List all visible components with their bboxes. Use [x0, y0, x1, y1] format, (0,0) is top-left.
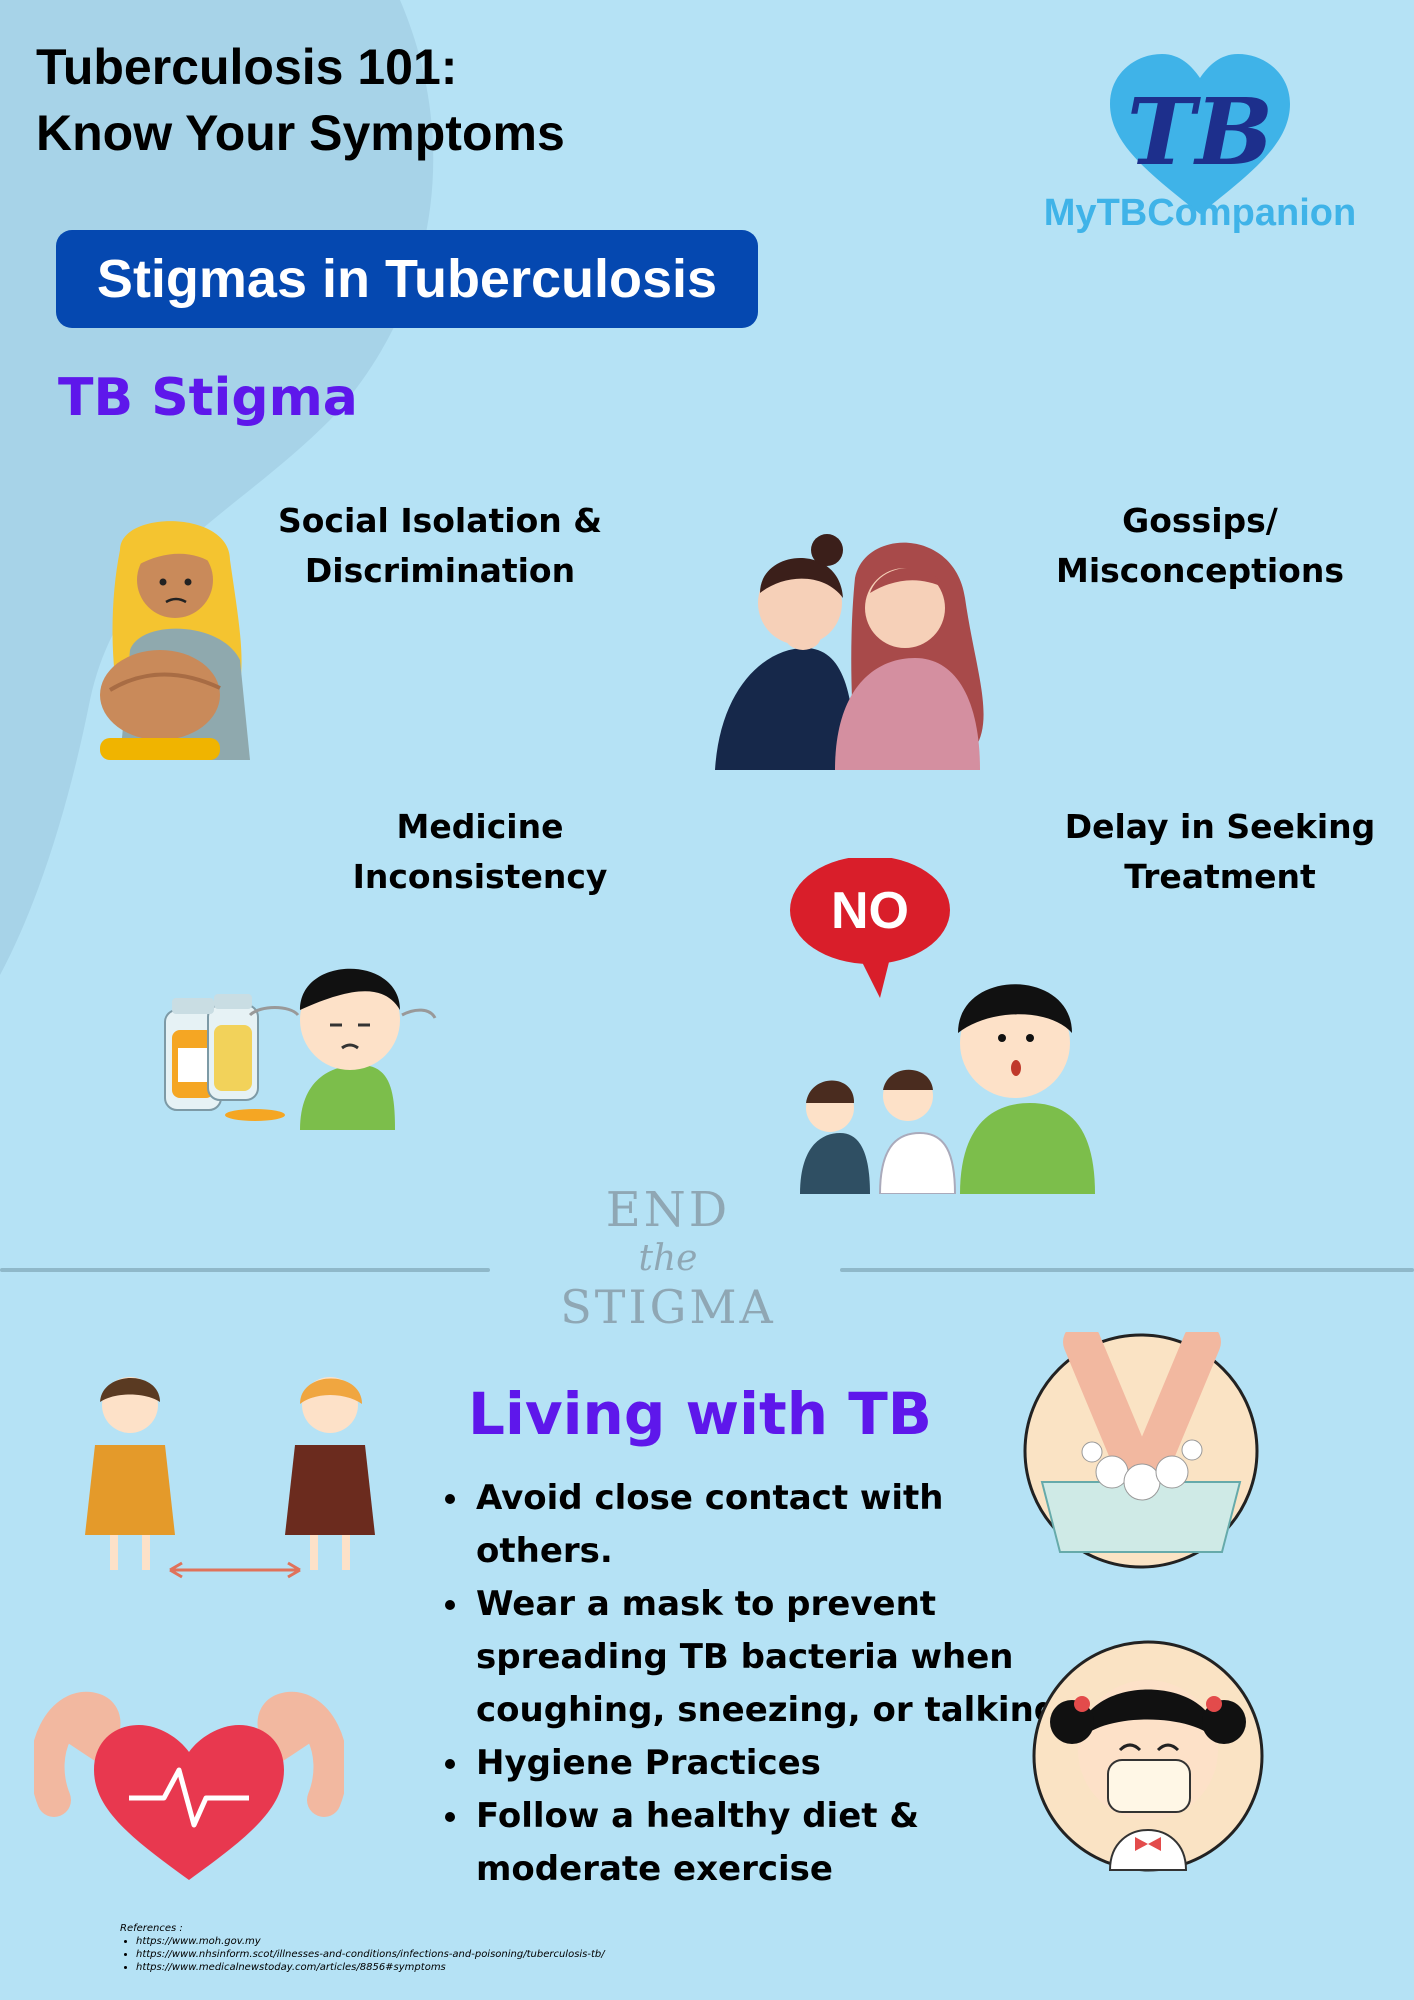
hand-washing-illustration: [1023, 1332, 1259, 1569]
living-with-tb-heading: Living with TB: [468, 1380, 932, 1448]
page-title: Tuberculosis 101: Know Your Symptoms: [36, 34, 565, 166]
stigma-label-isolation: Social Isolation & Discrimination: [277, 501, 603, 590]
references: References : https://www.moh.gov.my http…: [120, 1922, 605, 1974]
references-list: https://www.moh.gov.my https://www.nhsin…: [120, 1935, 605, 1974]
reference-link[interactable]: https://www.nhsinform.scot/illnesses-and…: [136, 1948, 605, 1961]
medicine-boy-illustration: [164, 968, 437, 1130]
healthy-heart-illustration: [34, 1691, 344, 1880]
stigmas-banner: Stigmas in Tuberculosis: [56, 230, 758, 328]
end-the-stigma-watermark: END the STIGMA: [560, 1182, 776, 1334]
stigma-label-medicine: Medicine Inconsistency: [352, 807, 608, 896]
stigma-label-gossips: Gossips/ Misconceptions: [1056, 501, 1344, 590]
tb-stigma-heading: TB Stigma: [58, 368, 358, 428]
no-bubble-text: NO: [831, 882, 909, 940]
tb-heart-logo: TB: [1110, 54, 1290, 214]
living-with-tb-list: Avoid close contact with others. Wear a …: [430, 1472, 1072, 1896]
masked-girl-illustration: [1032, 1640, 1264, 1872]
social-distance-illustration: [85, 1377, 375, 1579]
list-item: Wear a mask to prevent spreading TB bact…: [472, 1578, 1072, 1737]
reference-link[interactable]: https://www.medicalnewstoday.com/article…: [136, 1961, 605, 1974]
gossip-illustration: [715, 534, 984, 770]
page-title-line1: Tuberculosis 101:: [36, 39, 458, 95]
page-title-line2: Know Your Symptoms: [36, 105, 565, 161]
logo-name: MyTBCompanion: [1043, 192, 1357, 234]
sad-girl-illustration: [100, 521, 250, 760]
list-item: Follow a healthy diet & moderate exercis…: [472, 1790, 1072, 1896]
refusing-treatment-illustration: NO: [790, 858, 1095, 1194]
section-divider-left: [0, 1268, 490, 1272]
section-divider-right: [840, 1268, 1414, 1272]
list-item: Avoid close contact with others.: [472, 1472, 1072, 1578]
references-label: References :: [120, 1923, 183, 1934]
stigma-label-delay: Delay in Seeking Treatment: [1064, 807, 1376, 896]
logo-letters: TB: [1127, 78, 1273, 186]
reference-link[interactable]: https://www.moh.gov.my: [136, 1935, 605, 1948]
list-item: Hygiene Practices: [472, 1737, 1072, 1790]
